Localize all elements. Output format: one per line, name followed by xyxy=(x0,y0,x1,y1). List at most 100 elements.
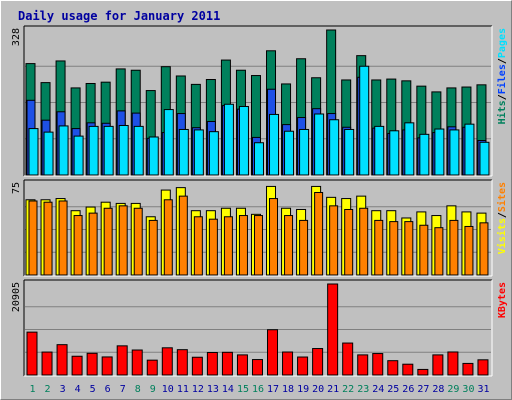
bar-sites-1 xyxy=(28,200,38,276)
x-tick-label-3: 3 xyxy=(60,384,66,395)
bar-kbytes-3 xyxy=(56,344,68,376)
bar-pages-2 xyxy=(43,131,54,176)
x-tick-label-28: 28 xyxy=(432,384,444,395)
bar-sites-6 xyxy=(103,207,113,276)
bar-sites-7 xyxy=(118,205,128,276)
bar-sites-18 xyxy=(284,215,294,276)
x-tick-label-9: 9 xyxy=(150,384,156,395)
x-tick-label-19: 19 xyxy=(297,384,309,395)
bar-pages-5 xyxy=(88,125,99,176)
x-tick-label-6: 6 xyxy=(105,384,111,395)
bar-sites-9 xyxy=(148,219,158,276)
x-tick-label-23: 23 xyxy=(357,384,369,395)
x-tick-label-21: 21 xyxy=(327,384,339,395)
y-max-label-visits-sites: 75 xyxy=(11,182,22,194)
bar-kbytes-23 xyxy=(357,354,369,376)
x-tick-label-11: 11 xyxy=(177,384,189,395)
bar-kbytes-21 xyxy=(327,283,339,376)
legend-item-visits-sites-1: / xyxy=(497,212,508,218)
legend-visits-sites: Visits/Sites xyxy=(496,182,508,254)
bar-pages-27 xyxy=(419,133,430,176)
bar-kbytes-18 xyxy=(282,351,294,376)
x-tick-label-1: 1 xyxy=(30,384,36,395)
legend-item-visits-sites-2: Sites xyxy=(496,182,508,212)
bar-sites-31 xyxy=(479,222,489,276)
bar-pages-8 xyxy=(133,125,144,176)
bar-kbytes-5 xyxy=(86,352,98,376)
x-tick-label-2: 2 xyxy=(45,384,51,395)
bar-kbytes-16 xyxy=(251,359,263,376)
bar-kbytes-31 xyxy=(477,359,489,376)
bar-pages-30 xyxy=(464,123,475,176)
legend-item-kbytes-0: KBytes xyxy=(497,282,508,318)
bar-pages-23 xyxy=(359,65,370,176)
x-tick-label-27: 27 xyxy=(417,384,429,395)
bar-sites-23 xyxy=(359,207,369,276)
bar-kbytes-7 xyxy=(116,345,128,376)
bar-pages-7 xyxy=(118,124,129,176)
bar-sites-2 xyxy=(43,201,53,276)
bar-kbytes-20 xyxy=(312,348,324,376)
bar-pages-4 xyxy=(73,135,84,176)
bar-pages-13 xyxy=(208,131,219,176)
bar-kbytes-26 xyxy=(402,363,414,376)
bar-kbytes-29 xyxy=(447,351,459,376)
bar-kbytes-9 xyxy=(146,359,158,376)
bar-sites-20 xyxy=(314,191,324,276)
bar-pages-24 xyxy=(374,125,385,176)
y-max-label-kbytes: 20905 xyxy=(11,282,22,312)
x-tick-label-12: 12 xyxy=(192,384,204,395)
bar-sites-13 xyxy=(208,218,218,276)
bar-pages-14 xyxy=(223,103,234,176)
bar-pages-12 xyxy=(193,129,204,176)
x-tick-label-14: 14 xyxy=(222,384,234,395)
bar-sites-17 xyxy=(269,198,279,276)
bar-kbytes-14 xyxy=(221,351,233,376)
x-tick-label-24: 24 xyxy=(372,384,384,395)
bar-pages-6 xyxy=(103,125,114,176)
bar-pages-29 xyxy=(449,129,460,176)
bar-sites-22 xyxy=(344,208,354,276)
x-tick-label-10: 10 xyxy=(162,384,174,395)
x-tick-label-13: 13 xyxy=(207,384,219,395)
bar-sites-12 xyxy=(193,216,203,276)
bar-sites-4 xyxy=(73,215,83,276)
bar-pages-26 xyxy=(404,122,415,176)
bar-kbytes-25 xyxy=(387,360,399,376)
bar-sites-30 xyxy=(464,225,474,276)
bar-pages-28 xyxy=(434,128,445,176)
x-tick-label-16: 16 xyxy=(252,384,264,395)
bar-kbytes-19 xyxy=(297,356,309,376)
bar-sites-11 xyxy=(178,195,188,276)
x-tick-label-4: 4 xyxy=(75,384,81,395)
bar-pages-15 xyxy=(238,105,249,176)
bar-sites-10 xyxy=(163,199,173,276)
x-tick-label-18: 18 xyxy=(282,384,294,395)
bar-kbytes-8 xyxy=(131,349,143,376)
bar-pages-1 xyxy=(28,128,39,176)
bar-kbytes-28 xyxy=(432,354,444,376)
bar-sites-5 xyxy=(88,212,98,276)
bar-kbytes-17 xyxy=(267,329,279,376)
bar-sites-27 xyxy=(419,224,429,276)
bar-kbytes-30 xyxy=(462,362,474,376)
legend-item-hits-files-pages-1: / xyxy=(497,94,508,100)
bar-pages-17 xyxy=(269,113,280,176)
bar-pages-16 xyxy=(253,142,264,176)
x-tick-label-15: 15 xyxy=(237,384,249,395)
chart-title: Daily usage for January 2011 xyxy=(18,9,220,23)
bar-pages-25 xyxy=(389,130,400,176)
x-tick-label-26: 26 xyxy=(402,384,414,395)
bar-kbytes-6 xyxy=(101,356,113,376)
bar-kbytes-22 xyxy=(342,342,354,376)
bar-kbytes-11 xyxy=(176,349,188,376)
bar-kbytes-15 xyxy=(236,354,248,376)
legend-kbytes: KBytes xyxy=(497,282,508,318)
legend-item-visits-sites-0: Visits xyxy=(496,218,508,254)
bar-pages-11 xyxy=(178,128,189,176)
x-tick-label-17: 17 xyxy=(267,384,279,395)
bar-sites-24 xyxy=(374,219,384,276)
x-tick-label-29: 29 xyxy=(447,384,459,395)
bar-sites-14 xyxy=(223,216,233,276)
